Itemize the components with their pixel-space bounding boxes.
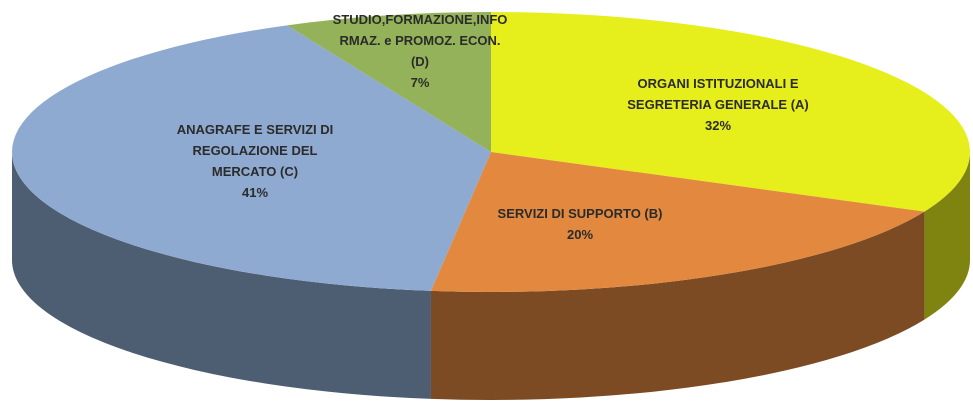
label-line: ANAGRAFE E SERVIZI DI	[177, 122, 334, 137]
slice	[491, 12, 971, 212]
label-line: MERCATO (C)	[212, 164, 298, 179]
label-line: (D)	[411, 54, 429, 69]
value-label: 32%	[705, 118, 731, 133]
value-label: 7%	[411, 75, 430, 90]
slice-side	[12, 152, 431, 399]
value-label: 41%	[242, 185, 268, 200]
slice-side	[430, 211, 925, 400]
label-line: SERVIZI DI SUPPORTO (B)	[498, 206, 663, 221]
slice-label: STUDIO,FORMAZIONE,INFO RMAZ. e PROMOZ. EC…	[333, 12, 508, 69]
slice-side	[924, 152, 970, 320]
slice-label: ORGANI ISTITUZIONALI E SEGRETERIA GENERAL…	[627, 76, 809, 112]
label-line: ORGANI ISTITUZIONALI E	[637, 76, 798, 91]
slice	[430, 152, 925, 292]
label-line: STUDIO,FORMAZIONE,INFO	[333, 12, 508, 27]
slice-label: ANAGRAFE E SERVIZI DI REGOLAZIONE DEL MERC…	[177, 122, 334, 179]
slice	[287, 12, 491, 152]
label-line: SEGRETERIA GENERALE (A)	[627, 97, 809, 112]
slice-label: SERVIZI DI SUPPORTO (B)	[498, 206, 663, 221]
slice	[12, 25, 492, 291]
label-line: RMAZ. e PROMOZ. ECON.	[339, 33, 500, 48]
value-label: 20%	[567, 227, 593, 242]
label-line: REGOLAZIONE DEL	[193, 143, 318, 158]
